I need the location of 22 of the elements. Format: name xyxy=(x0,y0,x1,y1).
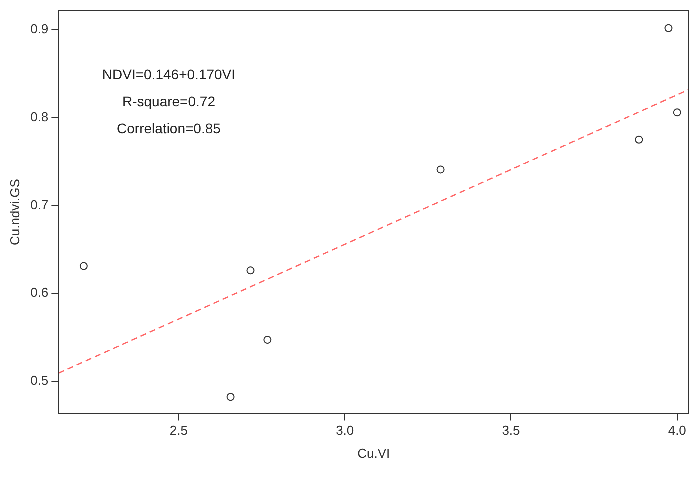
annotation: Correlation=0.85 xyxy=(117,120,222,137)
y-tick-label: 0.6 xyxy=(30,285,49,300)
y-tick-label: 0.8 xyxy=(30,109,49,124)
x-tick-label: 2.5 xyxy=(170,423,188,438)
x-axis-title: Cu.VI xyxy=(358,446,390,461)
point xyxy=(635,136,644,144)
point xyxy=(673,108,682,117)
point xyxy=(80,262,88,270)
x-tick-label: 4.0 xyxy=(668,423,686,438)
annotation: NDVI=0.146+0.170VI xyxy=(102,66,236,83)
y-tick-label: 0.9 xyxy=(30,22,49,37)
x-tick-label: 3.0 xyxy=(336,423,354,438)
point xyxy=(664,24,673,32)
y-tick-label: 0.7 xyxy=(30,197,49,212)
y-axis-title: Cu.ndvi.GS xyxy=(7,178,22,246)
x-tick-label: 3.5 xyxy=(502,423,520,438)
point xyxy=(246,266,255,275)
point xyxy=(264,336,272,344)
point xyxy=(436,166,445,174)
y-tick-label: 0.5 xyxy=(30,372,49,388)
point xyxy=(226,393,235,402)
annotation: R-square=0.72 xyxy=(122,94,216,110)
